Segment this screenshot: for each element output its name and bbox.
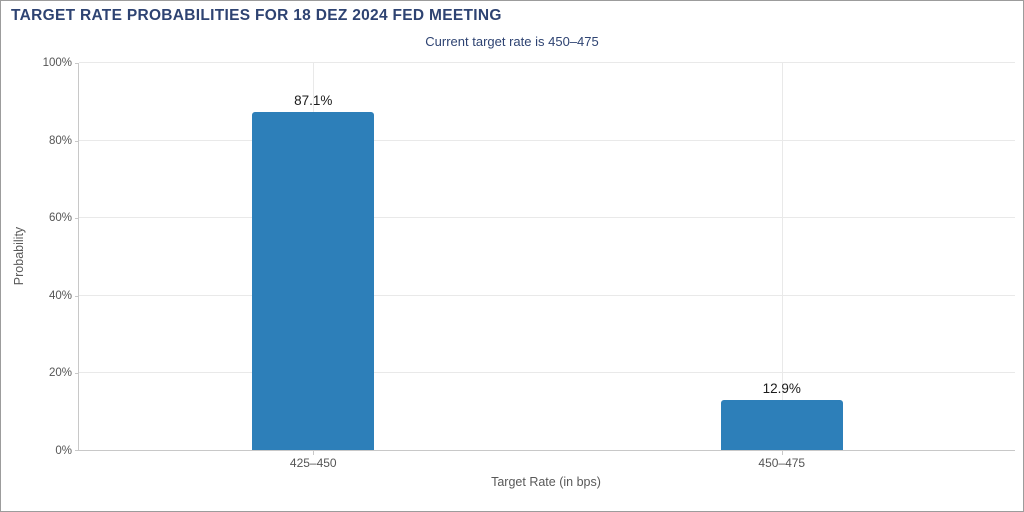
x-tick-label: 425–450 — [289, 456, 337, 470]
y-tick-mark — [75, 450, 79, 451]
y-tick-label: 20% — [48, 367, 72, 380]
bar — [720, 399, 843, 450]
h-gridline — [79, 372, 1015, 374]
x-tick-mark — [781, 450, 783, 455]
x-tick-mark — [313, 450, 315, 455]
chart-title: TARGET RATE PROBABILITIES FOR 18 DEZ 202… — [11, 7, 502, 24]
chart-subtitle: Current target rate is 450–475 — [425, 34, 599, 49]
y-tick-label: 0% — [55, 445, 72, 457]
y-tick-mark — [75, 218, 79, 220]
x-axis-title: Target Rate (in bps) — [491, 475, 601, 489]
y-tick-mark — [75, 373, 79, 375]
v-gridline — [781, 63, 783, 450]
h-gridline — [79, 294, 1015, 296]
bar-value-label: 87.1% — [294, 93, 333, 109]
y-tick-label: 40% — [48, 289, 72, 302]
y-axis-title: Probability — [12, 226, 26, 286]
y-tick-label: 100% — [42, 57, 72, 69]
h-gridline — [79, 62, 1015, 63]
bar-value-label: 12.9% — [762, 380, 801, 396]
bar — [252, 112, 375, 450]
h-gridline — [79, 139, 1015, 141]
x-tick-label: 450–475 — [758, 456, 806, 470]
y-tick-label: 80% — [48, 134, 72, 147]
y-tick-mark — [75, 295, 79, 297]
y-tick-mark — [75, 140, 79, 142]
y-tick-mark — [75, 63, 79, 64]
h-gridline — [79, 217, 1015, 219]
y-tick-label: 60% — [48, 212, 72, 225]
plot-area: 0% 20% 40% 60% 80% 100% 87.1% 425–450 12.9% 450–4… — [43, 57, 1015, 470]
